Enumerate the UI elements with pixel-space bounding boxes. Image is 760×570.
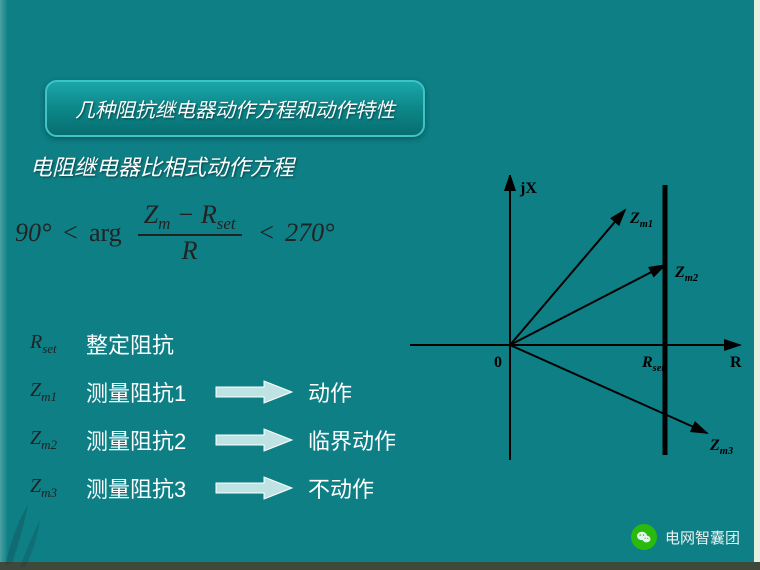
legend-symbol: Zm2 [30,427,72,453]
svg-text:jX: jX [519,180,537,197]
svg-text:Rset: Rset [641,354,665,374]
svg-text:R: R [730,354,742,371]
eq-arg: arg [89,218,122,248]
legend-symbol: Zm1 [30,379,72,405]
legend-row: Rset 整定阻抗 [30,320,396,368]
frame-left [0,0,8,570]
eq-lhs: 90° [15,218,51,248]
eq-num-z: Z [144,200,158,229]
eq-lt1: < [61,218,79,248]
operating-equation: 90° < arg Zm − Rset R < 270° [15,200,335,266]
svg-text:Zm2: Zm2 [674,264,698,284]
svg-text:Zm3: Zm3 [709,437,733,457]
arrow-icon [214,378,294,406]
arrow-icon [214,426,294,454]
legend-result: 临界动作 [308,424,396,456]
frame-bottom [0,562,760,570]
eq-num-z-sub: m [158,214,170,233]
legend-label: 整定阻抗 [86,328,200,360]
eq-fraction: Zm − Rset R [138,200,242,266]
legend-row: Zm1 测量阻抗1 动作 [30,368,396,416]
eq-den: R [176,236,204,266]
eq-num-minus: − [177,200,195,229]
source-watermark: 电网智囊团 [631,524,740,550]
legend-result: 不动作 [308,472,396,504]
legend-label: 测量阻抗3 [86,472,200,504]
slide-title-pill: 几种阻抗继电器动作方程和动作特性 [45,80,425,137]
frame-right [754,0,760,570]
svg-text:0: 0 [494,354,502,371]
legend-label: 测量阻抗2 [86,424,200,456]
legend-result: 动作 [308,376,396,408]
eq-lt2: < [258,218,276,248]
arrow-icon [214,474,294,502]
legend-symbol: Rset [30,331,72,357]
legend-label: 测量阻抗1 [86,376,200,408]
eq-rhs: 270° [285,218,334,248]
svg-text:Zm1: Zm1 [629,210,653,230]
wechat-icon [631,524,657,550]
eq-num-r-sub: set [217,214,236,233]
legend-row: Zm3 测量阻抗3 不动作 [30,464,396,512]
impedance-plane-graph: RjX 0 Rset Zm1 Zm2 Zm3 [410,175,750,465]
slide-subtitle: 电阻继电器比相式动作方程 [30,150,294,182]
legend-symbol: Zm3 [30,475,72,501]
slide-title-text: 几种阻抗继电器动作方程和动作特性 [75,100,395,122]
legend-row: Zm2 测量阻抗2 临界动作 [30,416,396,464]
watermark-text: 电网智囊团 [665,527,740,548]
legend-table: Rset 整定阻抗 Zm1 测量阻抗1 动作 Zm2 测量阻抗2 临界动作 Zm3 测量阻抗3 不动… [30,320,396,512]
eq-num-r: R [201,200,217,229]
